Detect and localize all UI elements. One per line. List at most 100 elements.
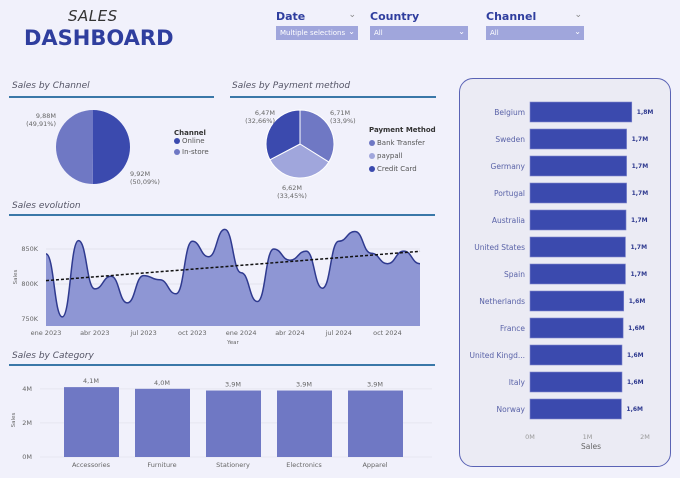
data-label: 1,7M xyxy=(630,271,647,278)
filter-date-select[interactable]: Multiple selections ⌄ xyxy=(276,26,358,40)
x-tick-label: jul 2024 xyxy=(325,329,352,337)
charts-canvas: 9,92M(50,09%) 9,88M(49,91%) 6,71M(33,9%) 6,… xyxy=(11,109,432,469)
country-bar-chart: Belgium 1,8M Sweden 1,7M Germany 1,7M Portugal… xyxy=(470,101,654,451)
data-label: 1,7M xyxy=(632,190,649,197)
pie-slice-in-store xyxy=(56,110,93,184)
data-label: 6,71M xyxy=(330,109,350,117)
bar-portugal xyxy=(529,182,627,204)
filter-country-label: Country xyxy=(370,10,420,23)
divider xyxy=(9,96,214,98)
bar-accessories xyxy=(64,387,119,457)
legend-label: Bank Transfer xyxy=(377,139,425,147)
divider xyxy=(230,96,436,98)
sales-line xyxy=(45,228,421,318)
data-label: 6,62M xyxy=(282,184,302,192)
legend-title: Payment Method xyxy=(369,126,436,134)
x-tick-label: oct 2024 xyxy=(373,329,402,337)
country-label: Belgium xyxy=(494,108,525,117)
country-label: Sweden xyxy=(495,135,525,144)
legend-item-online[interactable]: Online xyxy=(174,137,209,145)
legend-dot xyxy=(369,153,375,159)
x-tick-label: abr 2024 xyxy=(275,329,304,337)
x-tick-label: 1M xyxy=(583,433,593,441)
country-label: Italy xyxy=(509,378,526,387)
data-label: 4,1M xyxy=(83,377,99,385)
legend-dot xyxy=(174,149,180,155)
bar-norway xyxy=(529,398,622,420)
filter-date-label: Date xyxy=(276,10,306,23)
data-label: 1,6M xyxy=(629,298,646,305)
chevron-down-icon[interactable]: ⌄ xyxy=(348,10,356,20)
country-label: United Kingd... xyxy=(470,351,525,360)
section-title-channel: Sales by Channel xyxy=(12,81,90,91)
section-title-evolution: Sales evolution xyxy=(12,201,81,211)
legend-dot xyxy=(369,140,375,146)
chevron-down-icon: ⌄ xyxy=(458,27,465,36)
data-label: 1,6M xyxy=(626,406,643,413)
bar-spain xyxy=(529,263,626,285)
x-tick-label: Stationery xyxy=(216,461,250,469)
data-label: (33,9%) xyxy=(330,117,356,125)
bar-united-states xyxy=(529,236,626,258)
country-label: Netherlands xyxy=(479,297,525,306)
data-label: 3,9M xyxy=(367,381,383,389)
y-tick-label: 0M xyxy=(22,453,32,461)
bar-france xyxy=(529,317,624,339)
x-tick-label: Electronics xyxy=(286,461,322,469)
x-tick-label: 0M xyxy=(525,433,535,441)
x-tick-label: oct 2023 xyxy=(178,329,207,337)
bar-netherlands xyxy=(529,290,625,312)
filter-channel-select[interactable]: All ⌄ xyxy=(486,26,584,40)
title-dashboard: DASHBOARD xyxy=(24,26,174,50)
bar-germany xyxy=(529,155,627,177)
data-label: 1,7M xyxy=(630,244,647,251)
filter-country[interactable]: Country All ⌄ xyxy=(370,10,468,40)
data-label: 1,7M xyxy=(632,136,649,143)
data-label: (50,09%) xyxy=(130,178,160,186)
x-tick-label: Furniture xyxy=(147,461,176,469)
legend-item-credit-card[interactable]: Credit Card xyxy=(369,163,436,176)
chevron-down-icon: ⌄ xyxy=(348,27,355,36)
filter-channel-label: Channel xyxy=(486,10,537,23)
x-tick-label: Apparel xyxy=(362,461,387,469)
x-tick-label: jul 2023 xyxy=(129,329,156,337)
bar-apparel xyxy=(348,390,403,457)
bar-furniture xyxy=(135,388,190,457)
bar-italy xyxy=(529,371,623,393)
data-label: 3,9M xyxy=(296,381,312,389)
filter-country-select[interactable]: All ⌄ xyxy=(370,26,468,40)
data-label: 9,92M xyxy=(130,170,150,178)
bar-sweden xyxy=(529,128,627,150)
data-label: 4,0M xyxy=(154,379,170,387)
divider xyxy=(9,364,435,366)
y-tick-label: 750K xyxy=(21,315,38,323)
section-title-category: Sales by Category xyxy=(12,351,94,361)
y-axis-title: Sales xyxy=(13,270,19,285)
data-label: (32,66%) xyxy=(245,117,275,125)
legend-label: Online xyxy=(182,137,205,145)
data-label: 1,6M xyxy=(628,325,645,332)
x-axis-title: Sales xyxy=(581,442,601,451)
legend-item-in-store[interactable]: In-store xyxy=(174,148,209,156)
data-label: 1,8M xyxy=(637,109,654,116)
data-label: 1,6M xyxy=(627,379,644,386)
bar-stationery xyxy=(206,390,261,457)
trend-line xyxy=(45,250,421,282)
legend-item-paypall[interactable]: paypall xyxy=(369,150,436,163)
bar-electronics xyxy=(277,390,332,457)
chevron-down-icon[interactable]: ⌄ xyxy=(574,10,582,20)
country-label: United States xyxy=(474,243,525,252)
legend-item-bank-transfer[interactable]: Bank Transfer xyxy=(369,137,436,150)
legend-label: paypall xyxy=(377,152,403,160)
x-tick-label: 2M xyxy=(640,433,650,441)
y-tick-label: 850K xyxy=(21,245,38,253)
legend-dot xyxy=(174,138,180,144)
filter-country-value: All xyxy=(374,29,383,37)
filter-date[interactable]: Date ⌄ Multiple selections ⌄ xyxy=(276,10,358,40)
bar-united-kingd- xyxy=(529,344,623,366)
legend-label: In-store xyxy=(182,148,209,156)
x-tick-label: abr 2023 xyxy=(80,329,109,337)
filter-channel[interactable]: Channel ⌄ All ⌄ xyxy=(486,10,584,40)
area-fill xyxy=(46,229,420,326)
bar-belgium xyxy=(529,101,633,123)
